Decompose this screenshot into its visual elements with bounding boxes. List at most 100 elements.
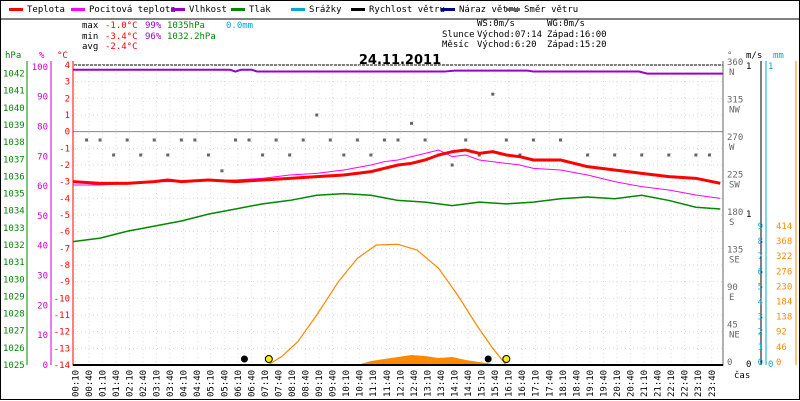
tick-temperature: -3	[59, 178, 70, 188]
grid	[72, 64, 724, 366]
stats-block: max -1.0°C 99% 1035hPa 0.0mm min -3.4°C …	[82, 21, 253, 52]
x-tick-label: 22:10	[667, 370, 677, 397]
legend-swatch-2	[171, 8, 185, 11]
wind-direction-point	[220, 169, 224, 173]
x-tick-label: 12:40	[410, 370, 420, 397]
tick-humidity: 10	[37, 331, 48, 341]
wind-direction-point	[396, 138, 400, 142]
tick-direction: 180	[727, 208, 743, 218]
info-sunrise: Východ:07:14	[477, 30, 542, 40]
tick-solar: 230	[776, 282, 792, 292]
legend: Teplota Pocitová teplota Vlhkost Tlak Srážky…	[1, 5, 799, 20]
x-tick-label: 03:10	[153, 370, 163, 397]
unit-time: čas	[734, 370, 750, 381]
legend-label-1: Pocitová teplota	[89, 5, 176, 15]
tick-direction-label: NE	[729, 331, 740, 341]
unit-pct: %	[39, 51, 45, 61]
tick-temperature: -8	[59, 261, 70, 271]
legend-swatch-6	[441, 8, 455, 11]
axes: 1025102610271028102910301031103210331034…	[3, 58, 797, 371]
tick-pressure: 1032	[3, 241, 25, 251]
x-tick-label: 04:40	[193, 370, 203, 397]
x-tick-label: 12:10	[396, 370, 406, 397]
tick-pressure: 1028	[3, 310, 25, 320]
wind-direction-point	[355, 138, 359, 142]
wind-direction-point	[667, 153, 671, 157]
x-tick-label: 11:40	[383, 370, 393, 397]
info-moonset: Západ:15:20	[547, 40, 607, 50]
wind-direction-point	[694, 153, 698, 157]
x-tick-label: 19:40	[599, 370, 609, 397]
tick-direction: 45	[727, 321, 738, 331]
tick-pressure: 1025	[3, 361, 25, 371]
tick-temperature: -4	[59, 194, 70, 204]
tick-direction: 135	[727, 246, 743, 256]
legend-swatch-1	[71, 8, 85, 11]
x-tick-label: 02:40	[139, 370, 149, 397]
sun-moon-markers	[240, 355, 511, 363]
tick-direction-label: N	[729, 68, 734, 78]
x-tick-label: 15:10	[478, 370, 488, 397]
x-tick-label: 06:40	[247, 370, 257, 397]
stat-avg-temp: -2.4°C	[105, 42, 138, 52]
info-wg: WG:0m/s	[547, 19, 585, 29]
x-axis-labels: 00:10 00:40 01:10 01:40 02:10 02:40 03:10 03:40…	[71, 370, 717, 397]
x-tick-label: 03:40	[166, 370, 176, 397]
wind-direction-point	[559, 138, 562, 142]
stat-max-label: max	[82, 21, 99, 31]
info-sunset: Západ:16:00	[547, 30, 607, 40]
tick-temperature: -2	[59, 161, 70, 171]
tick-direction: 0	[727, 358, 732, 368]
stat-min-temp: -3.4°C	[105, 32, 138, 42]
stat-min-hum: 96%	[145, 32, 162, 42]
wind-direction-point	[193, 138, 197, 142]
x-tick-label: 18:10	[559, 370, 569, 397]
wind-direction-point	[247, 138, 251, 142]
tick-direction-label: SW	[729, 181, 740, 191]
series-humidity	[73, 68, 723, 75]
legend-label-4: Srážky	[309, 5, 342, 15]
tick-pressure: 1030	[3, 275, 25, 285]
tick-temperature: -1	[59, 144, 70, 154]
series-solar	[73, 243, 723, 366]
stat-min-press: 1032.2hPa	[167, 32, 216, 42]
tick-temperature: -12	[54, 328, 70, 338]
stat-avg-label: avg	[82, 42, 98, 52]
tick-uv: 4	[758, 298, 763, 308]
tick-humidity: 60	[37, 182, 48, 192]
tick-pressure: 1040	[3, 104, 25, 114]
sunrise-marker	[264, 355, 273, 363]
tick-humidity: 20	[37, 301, 48, 311]
unit-mm: mm	[773, 51, 784, 61]
tick-pressure: 1041	[3, 87, 25, 97]
tick-solar: 414	[776, 222, 792, 232]
x-tick-label: 07:40	[274, 370, 284, 397]
wind-direction-point	[491, 92, 495, 96]
stat-min-label: min	[82, 32, 98, 42]
wind-direction-point	[261, 153, 265, 157]
x-tick-label: 13:10	[423, 370, 433, 397]
plot-area	[72, 68, 723, 366]
tick-direction: 270	[727, 133, 743, 143]
tick-temperature: -10	[54, 294, 70, 304]
stat-max-rain: 0.0mm	[226, 21, 253, 31]
tick-temperature: -11	[54, 311, 70, 321]
tick-temperature: -14	[54, 361, 70, 371]
legend-label-3: Tlak	[249, 5, 271, 15]
unit-hpa: hPa	[5, 51, 21, 61]
x-tick-label: 07:10	[261, 370, 271, 397]
tick-temperature: -7	[59, 244, 70, 254]
tick-humidity: 30	[37, 272, 48, 282]
series-pressure	[72, 192, 721, 243]
legend-label-2: Vlhkost	[189, 5, 227, 15]
wind-direction-point	[342, 153, 346, 157]
tick-pressure: 1031	[3, 258, 25, 268]
tick-rain: 1	[768, 62, 773, 72]
tick-uv: 6	[758, 267, 763, 277]
wind-direction-point	[152, 138, 156, 142]
sunset-marker	[502, 355, 511, 363]
series-temperature	[72, 148, 721, 185]
info-moon-label: Měsíc	[442, 40, 469, 50]
wind-direction-point	[423, 138, 427, 142]
tick-pressure: 1026	[3, 344, 25, 354]
